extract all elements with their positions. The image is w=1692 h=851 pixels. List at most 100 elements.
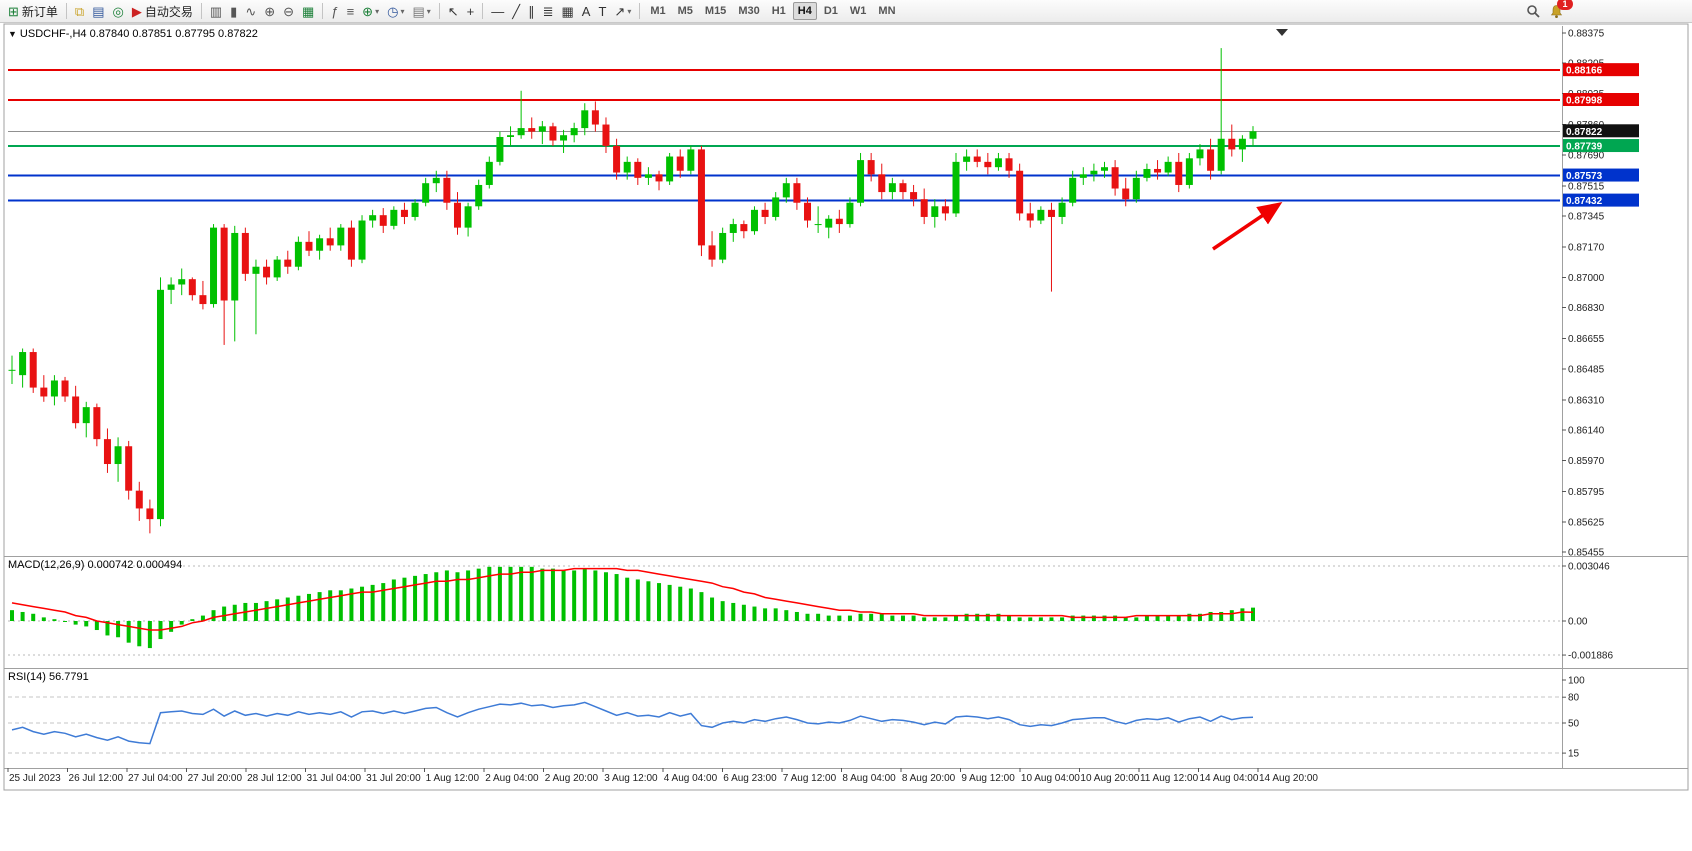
svg-text:0.87432: 0.87432 (1566, 196, 1603, 207)
grid-icon: ▦ (561, 3, 574, 19)
svg-text:0.003046: 0.003046 (1568, 562, 1610, 573)
grid-button[interactable]: ▦ (559, 2, 577, 21)
zoom-in-button[interactable]: ⊕ (261, 2, 278, 21)
svg-text:0.87000: 0.87000 (1568, 273, 1605, 284)
timeframe-m30-button[interactable]: M30 (738, 5, 760, 17)
svg-text:7 Aug 12:00: 7 Aug 12:00 (783, 773, 837, 784)
arrows-icon: ↗ (614, 3, 626, 19)
market-watch-button[interactable]: ▤ (89, 2, 107, 21)
horizontal-lines (8, 69, 1560, 202)
timeframe-h4-button[interactable]: H4 (792, 2, 817, 20)
zoom-out-button[interactable]: ⊖ (280, 2, 297, 21)
svg-text:2 Aug 20:00: 2 Aug 20:00 (545, 773, 599, 784)
svg-text:1 Aug 12:00: 1 Aug 12:00 (426, 773, 480, 784)
svg-text:0.87515: 0.87515 (1568, 181, 1605, 192)
svg-text:27 Jul 20:00: 27 Jul 20:00 (188, 773, 243, 784)
svg-text:0.85970: 0.85970 (1568, 456, 1605, 467)
svg-text:9 Aug 12:00: 9 Aug 12:00 (961, 773, 1015, 784)
objects-list-button[interactable]: ≡ (344, 2, 358, 21)
svg-text:26 Jul 12:00: 26 Jul 12:00 (69, 773, 124, 784)
annotation-arrow[interactable] (1212, 202, 1283, 251)
svg-text:10 Aug 20:00: 10 Aug 20:00 (1080, 773, 1139, 784)
zoom-out-icon: ⊖ (283, 3, 295, 19)
toolbar: ⊞ 新订单 ⧉ ▤ ◎ ▶ 自动交易 ▥ ▮ ∿ ⊕ ⊖ ▦ ƒ ≡ ⊕ ▾ ◷ ▾ ▤ ▾ ↖ + — ╱ ∥ ≣ ▦ A T ↗ ▾ M1 M… (0, 0, 1692, 23)
alerts-button[interactable]: 1 (1546, 0, 1573, 21)
svg-text:15: 15 (1568, 749, 1580, 760)
indicators-icon: ƒ (331, 3, 339, 19)
trend-line-icon: ╱ (512, 3, 521, 19)
line-chart-icon: ∿ (245, 3, 257, 19)
chart-profiles-icon: ⧉ (74, 3, 85, 19)
add-indicator-icon: ⊕ (362, 3, 374, 19)
template-icon: ▤ (412, 3, 425, 19)
timeframe-d1-button[interactable]: D1 (823, 5, 838, 17)
new-order-icon: ⊞ (8, 3, 19, 19)
period-icon: ◷ (387, 3, 399, 19)
chart-frame (3, 23, 1689, 791)
svg-text:14 Aug 20:00: 14 Aug 20:00 (1259, 773, 1318, 784)
chart-collapse-icon: ▼ (8, 29, 17, 39)
timeframe-w1-button[interactable]: W1 (849, 5, 867, 17)
crosshair-icon: + (466, 3, 475, 19)
chevron-down-icon: ▾ (400, 6, 405, 16)
template-button[interactable]: ▤ ▾ (409, 2, 433, 21)
timeframe-m15-button[interactable]: M15 (704, 5, 727, 17)
chevron-down-icon: ▾ (426, 6, 431, 16)
trend-line-button[interactable]: ╱ (509, 2, 523, 21)
crosshair-button[interactable]: + (464, 2, 478, 21)
navigator-icon: ◎ (112, 3, 124, 19)
text-icon: A (581, 3, 591, 19)
add-indicator-button[interactable]: ⊕ ▾ (359, 2, 382, 21)
timeframe-h1-button[interactable]: H1 (771, 5, 786, 17)
timeframe-m1-button[interactable]: M1 (650, 5, 666, 17)
chart-shift-marker[interactable] (1276, 29, 1288, 36)
svg-text:80: 80 (1568, 693, 1580, 704)
arrows-button[interactable]: ↗ ▾ (611, 2, 634, 21)
svg-text:0.87998: 0.87998 (1566, 96, 1603, 107)
svg-text:4 Aug 04:00: 4 Aug 04:00 (664, 773, 718, 784)
candles (8, 48, 1257, 534)
new-order-button-label: 新订单 (21, 4, 58, 19)
text-button[interactable]: A (579, 2, 594, 21)
bar-chart-button[interactable]: ▥ (207, 2, 225, 21)
chart-profiles-button[interactable]: ⧉ (72, 2, 87, 21)
svg-text:11 Aug 12:00: 11 Aug 12:00 (1140, 773, 1199, 784)
cursor-button[interactable]: ↖ (445, 2, 462, 21)
zoom-in-icon: ⊕ (264, 3, 276, 19)
objects-list-icon: ≡ (346, 3, 355, 19)
search-button[interactable] (1523, 2, 1544, 21)
autotrade-button[interactable]: ▶ 自动交易 (129, 2, 196, 21)
notification-badge: 1 (1557, 0, 1573, 10)
svg-text:28 Jul 12:00: 28 Jul 12:00 (247, 773, 302, 784)
horizontal-line-button[interactable]: — (488, 2, 507, 21)
timeframe-m5-button[interactable]: M5 (677, 5, 693, 17)
new-order-button[interactable]: ⊞ 新订单 (5, 2, 61, 21)
navigator-button[interactable]: ◎ (110, 2, 127, 21)
rsi-line (11, 701, 1254, 745)
text-label-button[interactable]: T (595, 2, 609, 21)
horizontal-line-icon: — (491, 3, 505, 19)
macd-header: MACD(12,26,9) 0.000742 0.000494 (8, 559, 183, 571)
svg-text:0.86485: 0.86485 (1568, 364, 1605, 375)
svg-text:31 Jul 20:00: 31 Jul 20:00 (366, 773, 421, 784)
equidistant-channel-button[interactable]: ∥ (525, 2, 538, 21)
svg-text:0.87170: 0.87170 (1568, 243, 1605, 254)
search-icon (1527, 4, 1540, 18)
indicators-button[interactable]: ƒ (328, 2, 341, 21)
svg-text:0.85625: 0.85625 (1568, 517, 1605, 528)
svg-text:0.87345: 0.87345 (1568, 212, 1605, 223)
chevron-down-icon: ▾ (627, 6, 632, 16)
cursor-icon: ↖ (447, 3, 459, 19)
chart-title-ohlc: USDCHF-,H4 0.87840 0.87851 0.87795 0.878… (19, 28, 258, 40)
text-label-icon: T (598, 3, 607, 19)
svg-text:8 Aug 20:00: 8 Aug 20:00 (902, 773, 956, 784)
fibonacci-button[interactable]: ≣ (540, 2, 557, 21)
period-button[interactable]: ◷ ▾ (384, 2, 407, 21)
svg-text:27 Jul 04:00: 27 Jul 04:00 (128, 773, 183, 784)
timeframe-mn-button[interactable]: MN (878, 5, 896, 17)
tile-windows-button[interactable]: ▦ (299, 2, 317, 21)
tile-windows-icon: ▦ (302, 3, 315, 19)
line-chart-button[interactable]: ∿ (242, 2, 259, 21)
candlestick-chart-button[interactable]: ▮ (227, 2, 240, 21)
